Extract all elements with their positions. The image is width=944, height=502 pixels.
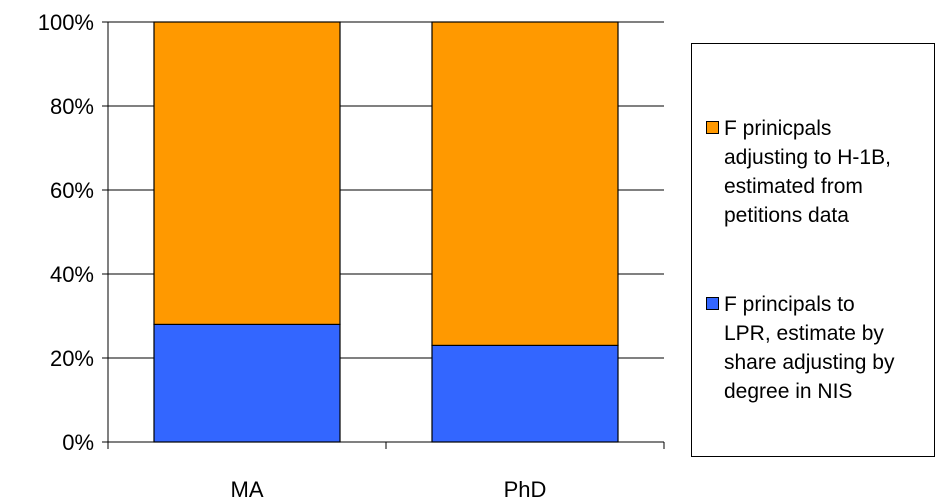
bars [153, 21, 619, 443]
y-tick-label: 40% [50, 262, 94, 287]
y-tick-label: 80% [50, 94, 94, 119]
y-tick-label: 100% [38, 10, 94, 35]
legend-swatch-h1b [706, 121, 719, 134]
legend-entry-h1b: F prinicpals adjusting to H-1B, estimate… [706, 114, 934, 230]
y-tick-label: 20% [50, 346, 94, 371]
y-tick-label: 0% [62, 430, 94, 455]
x-tick-label: MA [231, 477, 264, 502]
axes [102, 21, 665, 449]
legend-swatch-lpr [706, 297, 719, 310]
bar-phd-series-1 [431, 21, 619, 346]
bar-ma-series-0 [153, 323, 341, 443]
x-tick-labels: MA PhD [231, 477, 547, 502]
legend: F prinicpals adjusting to H-1B, estimate… [691, 43, 935, 457]
y-tick-label: 60% [50, 178, 94, 203]
legend-label-lpr: F principals to LPR, estimate by share a… [724, 293, 895, 403]
legend-label-h1b: F prinicpals adjusting to H-1B, estimate… [724, 117, 891, 227]
legend-entry-lpr: F principals to LPR, estimate by share a… [706, 290, 934, 406]
bar-phd-series-0 [431, 344, 619, 443]
bar-ma-series-1 [153, 21, 341, 325]
y-tick-labels: 0% 20% 40% 60% 80% 100% [38, 10, 94, 455]
x-tick-label: PhD [504, 477, 547, 502]
